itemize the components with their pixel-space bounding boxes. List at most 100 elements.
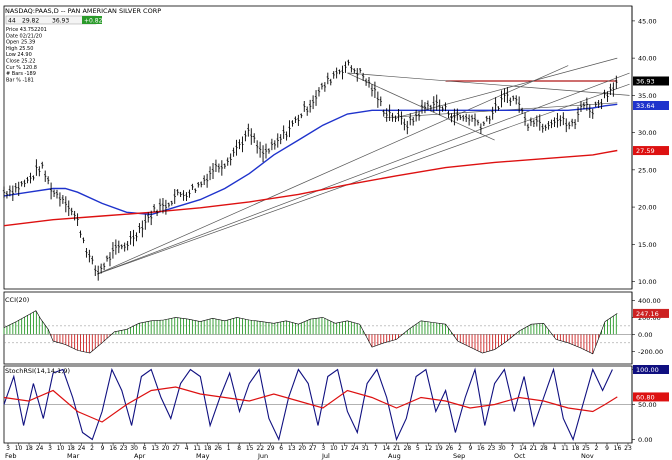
x-month-label: Jun <box>257 452 268 460</box>
x-tick-label: 31 <box>361 445 369 452</box>
y-tick-label: -200.00 <box>638 348 663 356</box>
price-label: 36.93 <box>636 77 655 85</box>
x-tick-label: 20 <box>162 445 170 452</box>
y-tick-label: 0.00 <box>638 436 652 444</box>
info-line: Close 25.22 <box>6 59 36 65</box>
x-tick-label: 23 <box>488 445 496 452</box>
cci-label-bg <box>633 308 669 318</box>
y-tick-label: 10.00 <box>638 278 657 286</box>
x-tick-label: 16 <box>477 445 485 452</box>
x-month-label: Oct <box>514 452 526 460</box>
y-tick-label: 20.00 <box>638 204 657 212</box>
x-tick-label: 10 <box>330 445 338 452</box>
x-tick-label: 2 <box>90 445 94 452</box>
x-tick-label: 25 <box>582 445 590 452</box>
x-tick-label: 9 <box>468 445 472 452</box>
cci-title: CCI(20) <box>5 296 29 304</box>
x-tick-label: 7 <box>374 445 378 452</box>
x-tick-label: 6 <box>143 445 147 452</box>
stochrsi-label-bg <box>633 392 669 402</box>
price-series <box>2 59 618 281</box>
cci-value-labels: 247.16 <box>633 308 669 318</box>
x-tick-label: 14 <box>382 445 390 452</box>
price-label-bg <box>633 100 669 110</box>
ohlc-value: 44 <box>8 18 16 25</box>
stochrsi-panel: 0.00 50.00 100.00 100.00 60.80 StochRSI(14,… <box>3 365 669 444</box>
price-y-axis: 10.00 15.00 20.00 25.00 30.00 35.00 40.00 45.00 <box>632 17 657 286</box>
info-line: High 25.50 <box>6 46 33 52</box>
x-tick-label: 28 <box>540 445 548 452</box>
x-tick-label: 2 <box>595 445 599 452</box>
x-tick-label: 21 <box>393 445 401 452</box>
y-tick-label: 30.00 <box>638 129 657 137</box>
trendline <box>97 72 630 275</box>
info-line: Cur % 120.8 <box>6 65 37 71</box>
y-tick-label: 15.00 <box>638 241 657 249</box>
price-label: 27.59 <box>636 147 655 155</box>
stochrsi-label: 100.00 <box>636 366 659 374</box>
y-tick-label: 0.00 <box>638 331 652 339</box>
x-tick-label: 18 <box>67 445 75 452</box>
info-line: Date 02/21/20 <box>6 33 42 39</box>
x-tick-label: 23 <box>120 445 128 452</box>
x-tick-label: 7 <box>510 445 514 452</box>
x-tick-label: 4 <box>553 445 557 452</box>
x-tick-label: 1 <box>227 445 231 452</box>
x-tick-label: 13 <box>288 445 296 452</box>
x-month-label: Nov <box>581 452 594 460</box>
x-tick-label: 16 <box>614 445 622 452</box>
x-tick-label: 30 <box>498 445 506 452</box>
x-tick-label: 16 <box>109 445 117 452</box>
trendline <box>347 72 630 96</box>
x-tick-label: 6 <box>279 445 283 452</box>
x-month-label: Apr <box>134 452 146 460</box>
x-tick-label: 27 <box>172 445 180 452</box>
cci-bars <box>3 310 618 355</box>
x-tick-label: 26 <box>446 445 454 452</box>
info-line: Open 25.39 <box>6 40 35 46</box>
info-line: Bar % -181 <box>6 77 34 83</box>
stochrsi-lines <box>3 367 618 442</box>
moving-average-long <box>3 149 618 227</box>
moving-average-short <box>3 103 618 216</box>
change-value: +0.82 <box>84 18 103 25</box>
x-tick-label: 11 <box>193 445 201 452</box>
cci-label: 247.16 <box>636 310 659 318</box>
x-tick-label: 27 <box>309 445 317 452</box>
x-tick-label: 23 <box>624 445 632 452</box>
cci-outline <box>3 310 618 355</box>
x-tick-label: 8 <box>237 445 241 452</box>
stochrsi-label: 60.80 <box>636 393 655 401</box>
x-month-label: Feb <box>5 452 17 460</box>
ohlc-value: 29.82 <box>22 18 39 25</box>
price-label: 33.64 <box>636 102 655 110</box>
trendline <box>396 57 618 119</box>
price-label-bg <box>633 146 669 156</box>
y-tick-label: 35.00 <box>638 92 657 100</box>
x-tick-label: 10 <box>15 445 23 452</box>
x-tick-label: 11 <box>561 445 569 452</box>
x-tick-label: 13 <box>151 445 159 452</box>
chart-title: NASDAQ:PAAS,D -- PAN AMERICAN SILVER COR… <box>5 7 161 15</box>
y-tick-label: 50.00 <box>638 401 657 409</box>
x-tick-label: 12 <box>425 445 433 452</box>
x-tick-label: 10 <box>57 445 65 452</box>
price-label-bg <box>633 76 669 86</box>
x-tick-label: 24 <box>78 445 86 452</box>
x-tick-label: 28 <box>404 445 412 452</box>
trendline <box>97 65 569 275</box>
x-tick-label: 26 <box>214 445 222 452</box>
price-value-labels: 36.93 33.64 27.59 <box>633 76 669 156</box>
x-tick-label: 3 <box>48 445 52 452</box>
x-month-label: May <box>196 452 210 460</box>
price-panel: 10.00 15.00 20.00 25.00 30.00 35.00 40.00 45.00… <box>2 7 669 286</box>
x-month-label: Sep <box>453 452 465 460</box>
y-tick-label: 40.00 <box>638 55 657 63</box>
x-tick-label: 20 <box>298 445 306 452</box>
x-tick-label: 22 <box>256 445 264 452</box>
x-tick-label: 2 <box>458 445 462 452</box>
x-tick-label: 15 <box>246 445 254 452</box>
